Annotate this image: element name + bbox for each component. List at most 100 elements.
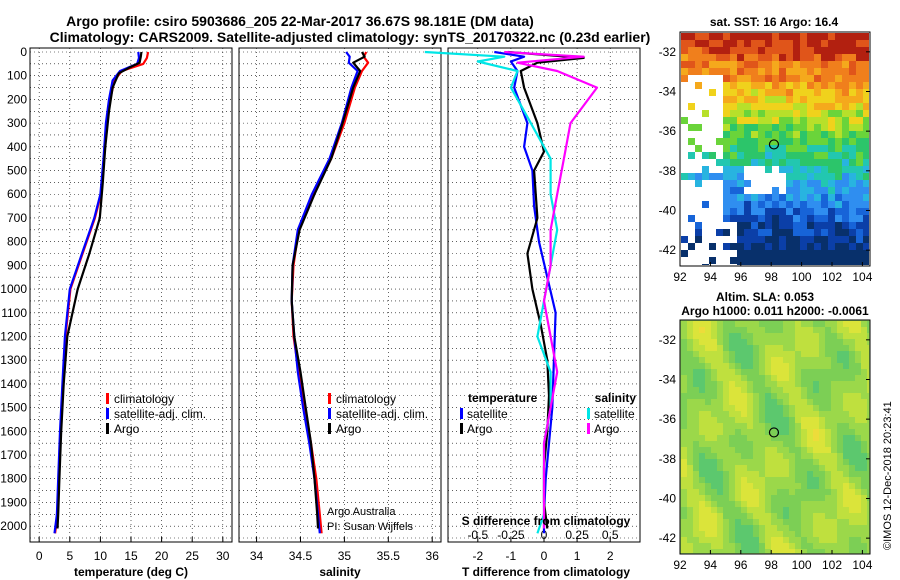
sst-cell <box>744 194 751 201</box>
sla-cell <box>849 447 855 453</box>
sla-cell <box>807 525 813 531</box>
sla-cell <box>711 393 717 399</box>
sst-cell <box>856 257 863 264</box>
sst-cell <box>779 215 786 222</box>
legend-t-argo-swatch <box>460 423 463 434</box>
sla-cell <box>777 375 783 381</box>
sst-cell <box>779 75 786 82</box>
y-tick-label: 1700 <box>0 448 27 462</box>
sla-cell <box>813 465 819 471</box>
sla-cell <box>681 537 687 543</box>
sla-cell <box>759 447 765 453</box>
sst-cell <box>807 117 814 124</box>
sla-cell <box>825 393 831 399</box>
sla-cell <box>837 393 843 399</box>
sla-cell <box>723 411 729 417</box>
sla-cell <box>705 429 711 435</box>
sst-cell <box>765 47 772 54</box>
sla-cell <box>741 441 747 447</box>
sla-cell <box>741 435 747 441</box>
sla-cell <box>717 429 723 435</box>
sla-cell <box>819 369 825 375</box>
sst-cell <box>856 194 863 201</box>
sst-cell <box>765 215 772 222</box>
sla-cell <box>843 507 849 513</box>
sla-cell <box>825 453 831 459</box>
sla-cell <box>789 411 795 417</box>
sst-cell <box>800 236 807 243</box>
sla-cell <box>687 483 693 489</box>
sla-cell <box>801 549 807 553</box>
sla-cell <box>843 477 849 483</box>
sla-cell <box>711 363 717 369</box>
sla-cell <box>795 441 801 447</box>
sst-cell <box>835 180 842 187</box>
sla-cell <box>729 369 735 375</box>
sla-cell <box>711 453 717 459</box>
sla-cell <box>813 525 819 531</box>
sla-cell <box>771 441 777 447</box>
sst-cell <box>723 33 730 40</box>
sla-cell <box>819 543 825 549</box>
sla-cell <box>849 375 855 381</box>
sla-cell <box>759 441 765 447</box>
sst-cell <box>835 208 842 215</box>
sst-cell <box>758 152 765 159</box>
sst-cell <box>786 117 793 124</box>
sst-cell <box>793 173 800 180</box>
sst-cell <box>744 180 751 187</box>
sla-cell <box>717 381 723 387</box>
sst-cell <box>863 229 869 236</box>
sst-cell <box>807 82 814 89</box>
sla-cell <box>753 495 759 501</box>
sst-cell <box>758 68 765 75</box>
sla-cell <box>789 369 795 375</box>
sla-cell <box>687 507 693 513</box>
sst-cell <box>758 138 765 145</box>
sst-cell <box>744 264 751 265</box>
sla-cell <box>789 471 795 477</box>
sla-cell <box>843 453 849 459</box>
sla-cell <box>765 429 771 435</box>
sla-cell <box>867 399 869 405</box>
sst-cell <box>765 33 772 40</box>
sla-cell <box>699 531 705 537</box>
sla-cell <box>729 459 735 465</box>
sst-cell <box>863 40 869 47</box>
sla-cell <box>849 489 855 495</box>
sst-cell <box>716 61 723 68</box>
sst-cell <box>758 264 765 265</box>
sla-cell <box>693 501 699 507</box>
sla-cell <box>753 381 759 387</box>
sst-cell <box>681 33 688 40</box>
sla-cell <box>753 333 759 339</box>
sla-cell <box>741 381 747 387</box>
sst-cell <box>695 236 702 243</box>
sst-cell <box>737 54 744 61</box>
sst-cell <box>779 68 786 75</box>
sla-cell <box>819 423 825 429</box>
sst-cell <box>821 243 828 250</box>
sst-cell <box>779 124 786 131</box>
sst-cell <box>709 89 716 96</box>
sla-cell <box>759 525 765 531</box>
sla-cell <box>813 405 819 411</box>
sst-cell <box>856 138 863 145</box>
sla-cell <box>735 405 741 411</box>
sla-cell <box>783 399 789 405</box>
sst-cell <box>737 222 744 229</box>
sla-cell <box>831 417 837 423</box>
sla-cell <box>867 411 869 417</box>
sla-cell <box>813 549 819 553</box>
sla-cell <box>819 483 825 489</box>
sst-cell <box>814 250 821 257</box>
sst-cell <box>709 257 716 264</box>
sst-cell <box>821 68 828 75</box>
sla-cell <box>699 405 705 411</box>
sla-cell <box>807 435 813 441</box>
sla-cell <box>825 381 831 387</box>
sla-cell <box>813 357 819 363</box>
sla-cell <box>771 405 777 411</box>
sla-cell <box>711 417 717 423</box>
sst-cell <box>856 75 863 82</box>
